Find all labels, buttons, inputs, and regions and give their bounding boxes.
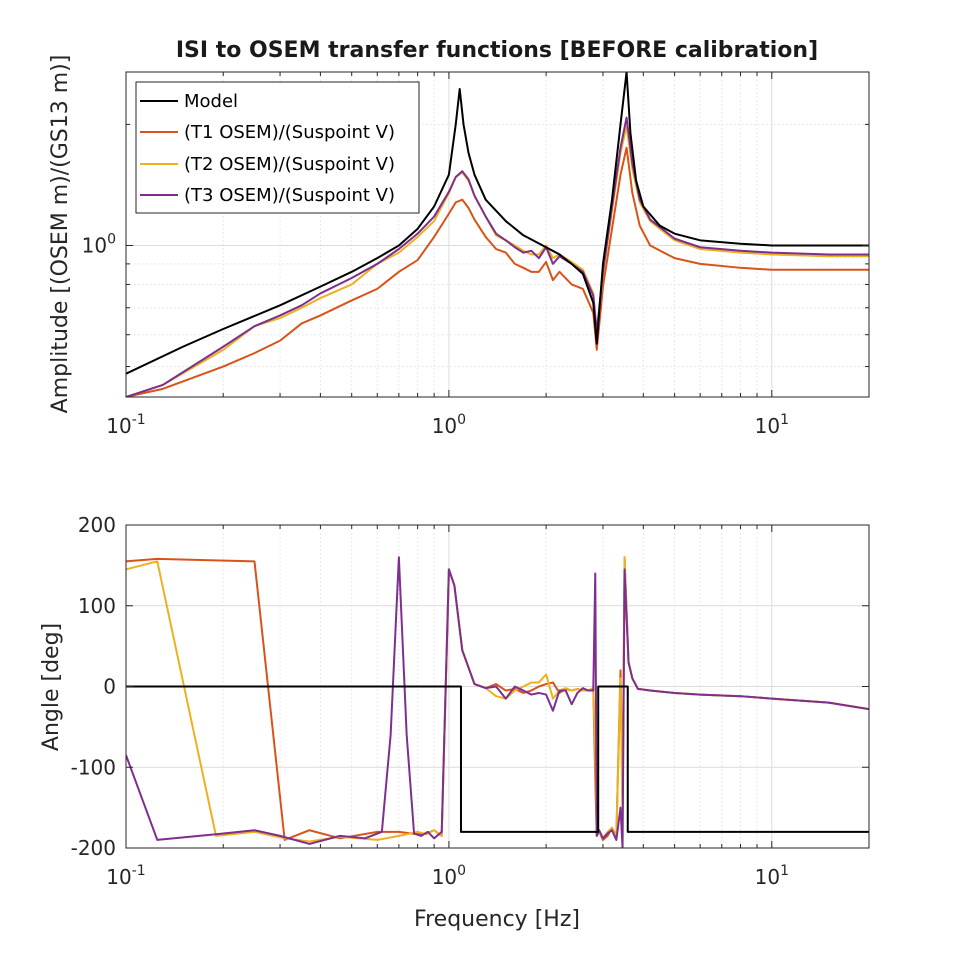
x-tick-label: 10-1 bbox=[106, 863, 145, 889]
y-tick-label: 100 bbox=[78, 594, 116, 618]
y-tick-label: -200 bbox=[71, 836, 116, 860]
series-line-model bbox=[126, 72, 869, 375]
y-tick-label: 200 bbox=[78, 513, 116, 537]
y-tick-label: -100 bbox=[71, 755, 116, 779]
legend-label-t3: (T3 OSEM)/(Suspoint V) bbox=[184, 185, 395, 206]
x-tick-label: 101 bbox=[755, 863, 789, 889]
x-axis-label: Frequency [Hz] bbox=[414, 907, 580, 932]
amplitude-panel: 10-1 100 101 100 ISI to OSEM transfer funct… bbox=[48, 38, 870, 438]
phase-panel: 10-1 100 101 -200 -100 0 100 200 Angle [deg] Fr… bbox=[39, 513, 870, 932]
y-tick-label: 0 bbox=[103, 675, 116, 699]
legend-label-model: Model bbox=[184, 91, 238, 112]
phase-ticks: 10-1 100 101 -200 -100 0 100 200 bbox=[71, 513, 870, 889]
legend: Model (T1 OSEM)/(Suspoint V) (T2 OSEM)/(… bbox=[135, 81, 420, 214]
x-tick-label: 100 bbox=[432, 863, 466, 889]
x-tick-label: 101 bbox=[755, 412, 789, 438]
amplitude-axes-box bbox=[125, 71, 870, 398]
x-tick-label: 10-1 bbox=[106, 412, 145, 438]
series-line-t1 bbox=[126, 146, 869, 397]
series-line-t3 bbox=[126, 556, 869, 848]
legend-box bbox=[135, 81, 420, 214]
series-line-model bbox=[126, 685, 869, 833]
legend-label-t1: (T1 OSEM)/(Suspoint V) bbox=[184, 122, 395, 143]
amplitude-series-lines bbox=[126, 72, 869, 397]
y-tick-label: 100 bbox=[82, 231, 116, 257]
phase-series-lines bbox=[126, 556, 869, 848]
amplitude-y-axis-label: Amplitude [(OSEM m)/(GS13 m)] bbox=[48, 55, 73, 414]
series-line-t3 bbox=[126, 116, 869, 397]
phase-y-axis-label: Angle [deg] bbox=[39, 623, 64, 751]
x-tick-label: 100 bbox=[432, 412, 466, 438]
amplitude-ticks: 10-1 100 101 100 bbox=[82, 72, 870, 438]
legend-label-t2: (T2 OSEM)/(Suspoint V) bbox=[184, 154, 395, 175]
chart-title: ISI to OSEM transfer functions [BEFORE c… bbox=[176, 38, 818, 63]
